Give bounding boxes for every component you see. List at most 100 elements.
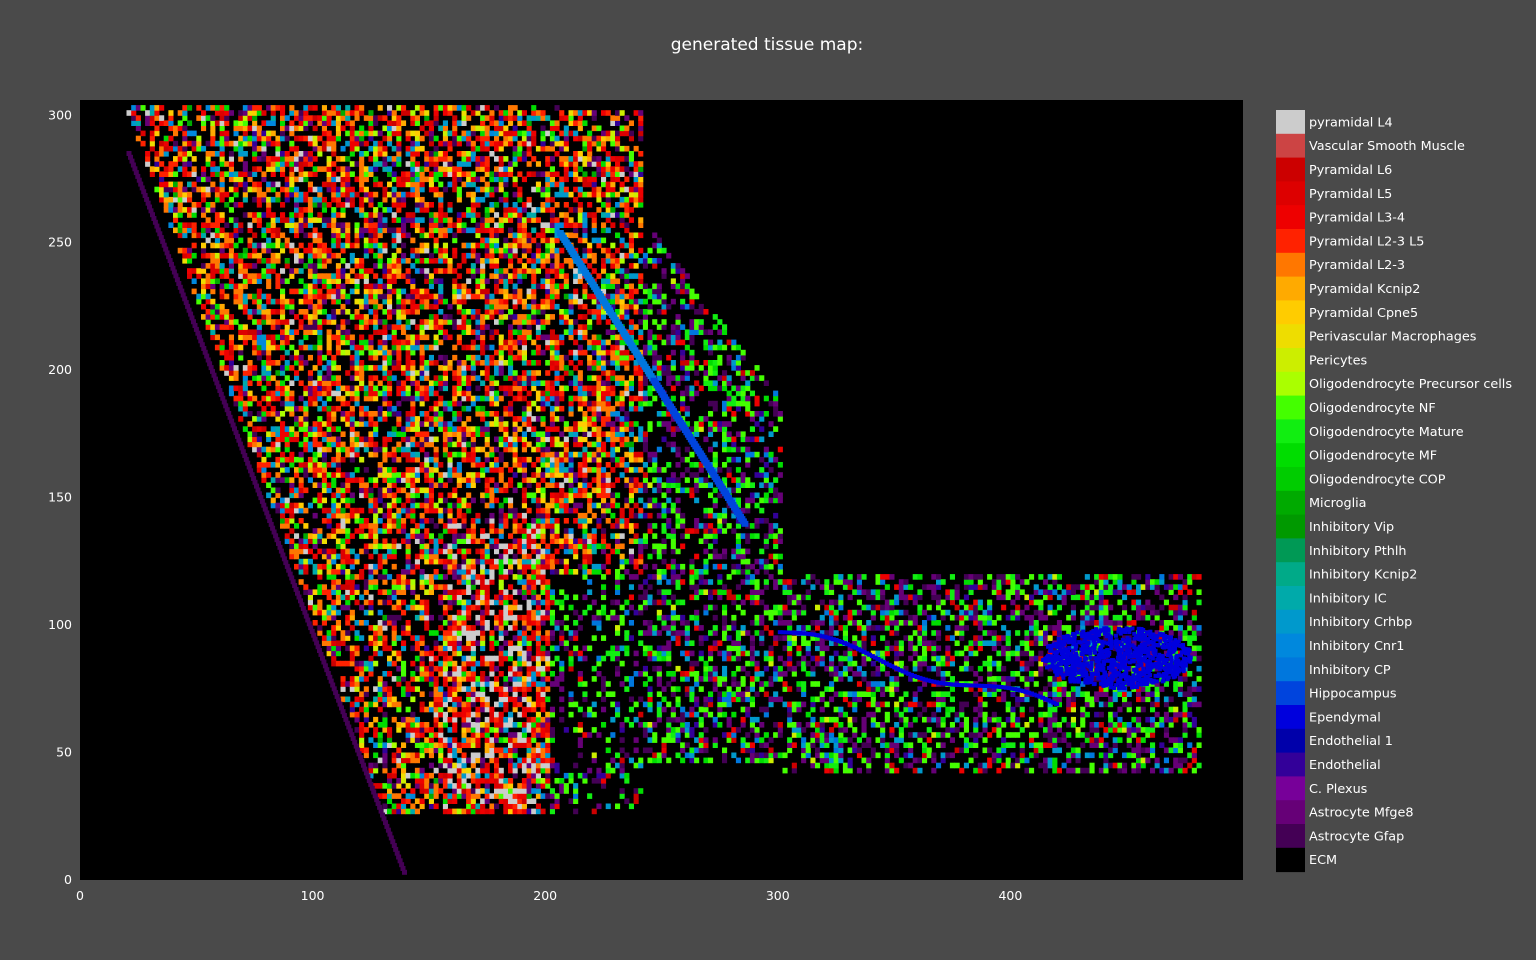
heatmap-cell (405, 783, 411, 789)
heatmap-cell (298, 344, 304, 351)
heatmap-cell (466, 660, 472, 667)
heatmap-cell (489, 115, 495, 121)
heatmap-cell (396, 487, 402, 494)
heatmap-cell (335, 650, 341, 657)
heatmap-cell (512, 232, 518, 239)
heatmap-cell (424, 533, 430, 539)
heatmap-cell (312, 309, 318, 315)
heatmap-cell (419, 655, 425, 662)
heatmap-cell (452, 665, 458, 672)
heatmap-cell (387, 772, 393, 779)
heatmap-cell (284, 196, 290, 203)
heatmap-cell (428, 762, 434, 769)
heatmap-cell (275, 411, 281, 417)
heatmap-cell (396, 446, 402, 453)
heatmap-cell (233, 288, 239, 295)
heatmap-cell (391, 324, 397, 330)
heatmap-cell (303, 421, 309, 427)
heatmap-cell (484, 589, 490, 595)
heatmap-cell (517, 354, 523, 361)
heatmap-cell (410, 120, 416, 126)
heatmap-cell (317, 232, 323, 239)
heatmap-cell (354, 584, 360, 590)
heatmap-cell (442, 314, 448, 320)
heatmap-cell (456, 579, 462, 585)
heatmap-cell (428, 227, 434, 234)
heatmap-cell (405, 344, 411, 351)
heatmap-cell (289, 492, 295, 499)
heatmap-cell (349, 472, 355, 478)
heatmap-cell (387, 156, 393, 162)
heatmap-cell (391, 344, 397, 351)
heatmap-cell (414, 798, 420, 804)
heatmap-cell (224, 252, 230, 259)
heatmap-cell (321, 293, 327, 300)
heatmap-cell (405, 772, 411, 779)
heatmap-cell (410, 528, 416, 534)
heatmap-cell (312, 390, 318, 397)
heatmap-cell (205, 222, 211, 228)
heatmap-cell (201, 252, 207, 259)
heatmap-cell (252, 120, 258, 126)
heatmap-cell (387, 737, 393, 743)
heatmap-cell (508, 273, 514, 279)
heatmap-cell (317, 589, 323, 595)
heatmap-cell (401, 671, 407, 677)
heatmap-cell (359, 319, 365, 325)
heatmap-cell (219, 303, 225, 310)
heatmap-cell (503, 156, 509, 162)
heatmap-cell (387, 130, 393, 137)
heatmap-cell (387, 487, 393, 494)
heatmap-cell (489, 518, 495, 524)
heatmap-cell (419, 293, 425, 300)
heatmap-cell (373, 507, 379, 514)
heatmap-cell (219, 110, 225, 116)
heatmap-cell (428, 742, 434, 748)
heatmap-cell (354, 135, 360, 142)
heatmap-cell (396, 339, 402, 346)
heatmap-cell (317, 334, 323, 341)
heatmap-cell (317, 202, 323, 208)
heatmap-cell (177, 120, 183, 126)
heatmap-cell (410, 803, 416, 810)
heatmap-cell (214, 166, 220, 172)
heatmap-cell (517, 426, 523, 432)
heatmap-cell (140, 105, 146, 111)
heatmap-cell (256, 156, 262, 162)
heatmap-cell (494, 349, 500, 356)
heatmap-cell (145, 115, 151, 121)
heatmap-cell (438, 400, 444, 407)
heatmap-cell (373, 227, 379, 234)
heatmap-cell (256, 298, 262, 305)
heatmap-cell (359, 737, 365, 743)
heatmap-cell (177, 202, 183, 208)
heatmap-cell (289, 105, 295, 111)
heatmap-cell (452, 614, 458, 621)
heatmap-cell (187, 252, 193, 259)
heatmap-cell (498, 711, 504, 718)
heatmap-cell (340, 293, 346, 300)
heatmap-cell (433, 217, 439, 223)
heatmap-cell (359, 620, 365, 626)
heatmap-cell (354, 298, 360, 305)
heatmap-cell (447, 268, 453, 274)
heatmap-cell (391, 431, 397, 437)
heatmap-cell (410, 309, 416, 315)
heatmap-cell (480, 196, 486, 203)
chart-title: generated tissue map: (671, 35, 863, 55)
heatmap-cell (521, 380, 527, 386)
heatmap-cell (410, 130, 416, 137)
heatmap-cell (307, 467, 313, 473)
heatmap-cell (326, 640, 332, 646)
heatmap-cell (261, 365, 267, 371)
heatmap-cell (261, 247, 267, 254)
heatmap-cell (349, 390, 355, 397)
heatmap-cell (512, 614, 518, 621)
heatmap-cell (475, 405, 481, 412)
heatmap-cell (331, 145, 337, 152)
heatmap-cell (303, 161, 309, 167)
heatmap-cell (470, 655, 476, 662)
heatmap-cell (494, 548, 500, 555)
heatmap-cell (266, 380, 272, 386)
heatmap-cell (307, 217, 313, 223)
